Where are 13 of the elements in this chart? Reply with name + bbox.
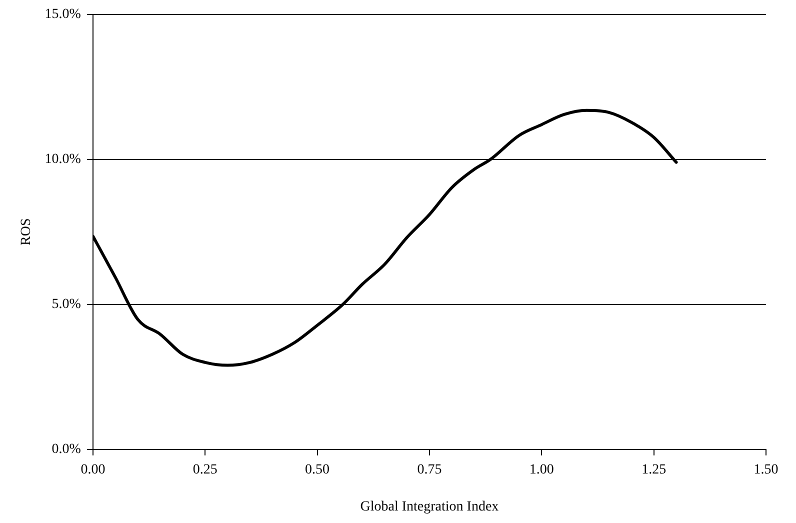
x-tick-label: 0.25	[192, 462, 218, 478]
y-tick-label: 0.0%	[52, 442, 82, 458]
y-tick-label: 15.0%	[44, 7, 82, 22]
x-tick-label: 0.75	[417, 462, 442, 478]
x-tick-label: 1.50	[754, 462, 778, 478]
x-tick-label: 0.50	[305, 462, 330, 478]
x-tick-label: 1.00	[529, 462, 554, 478]
y-axis-title: ROS	[19, 218, 34, 246]
y-tick-label: 5.0%	[52, 297, 82, 312]
x-tick-label: 1.25	[642, 462, 666, 478]
x-tick-label: 0.00	[80, 462, 106, 478]
y-tick-label: 10.0%	[44, 152, 82, 168]
x-axis-title: Global Integration Index	[360, 499, 499, 514]
